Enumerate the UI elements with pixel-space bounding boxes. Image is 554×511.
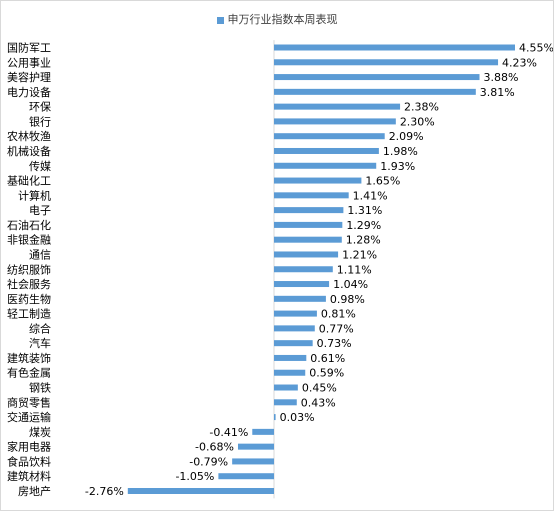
category-label: 电力设备	[7, 85, 51, 99]
bar	[274, 414, 276, 421]
bar	[274, 44, 515, 51]
bar	[274, 133, 385, 140]
bar	[274, 88, 476, 95]
category-label: 医药生物	[7, 292, 51, 306]
bar	[218, 473, 274, 480]
category-label: 环保	[29, 100, 51, 114]
category-label: 建筑材料	[7, 469, 51, 483]
bar	[127, 488, 274, 494]
bar	[274, 384, 298, 391]
bar	[274, 340, 313, 347]
bar	[274, 177, 362, 184]
data-label: 0.81%	[321, 308, 356, 321]
data-label: 1.65%	[365, 175, 400, 188]
bar	[274, 281, 330, 288]
data-label: 1.98%	[383, 145, 418, 158]
bar	[274, 295, 326, 302]
data-label: 3.88%	[484, 71, 519, 84]
category-label: 综合	[29, 321, 51, 335]
bar	[274, 103, 401, 110]
data-label: -2.76%	[85, 485, 124, 498]
data-label: 1.11%	[337, 263, 372, 276]
bar	[237, 443, 274, 450]
category-label: 基础化工	[7, 174, 51, 188]
data-label: 0.98%	[330, 293, 365, 306]
category-label: 电子	[29, 204, 51, 217]
bar	[274, 251, 339, 258]
category-label: 食品饮料	[7, 454, 51, 468]
data-label: 0.45%	[302, 382, 337, 395]
data-label: 1.29%	[346, 219, 381, 232]
data-label: 0.59%	[309, 367, 344, 380]
data-label: -0.79%	[189, 455, 228, 468]
bar	[274, 399, 297, 406]
data-label: -1.05%	[175, 470, 214, 483]
category-label: 轻工制造	[7, 307, 51, 321]
category-label: 美容护理	[7, 70, 51, 84]
data-label: 0.73%	[317, 337, 352, 350]
category-label: 有色金属	[7, 366, 51, 380]
bar	[252, 428, 274, 435]
bar	[274, 59, 499, 66]
data-label: 2.30%	[400, 115, 435, 128]
category-label: 建筑装饰	[7, 351, 51, 365]
bar	[274, 221, 343, 228]
category-label: 煤炭	[29, 426, 51, 439]
data-label: 2.09%	[389, 130, 424, 143]
category-label: 钢铁	[29, 382, 51, 395]
category-label: 交通运输	[7, 410, 51, 424]
data-label: 1.93%	[380, 160, 415, 173]
data-label: 4.55%	[519, 42, 553, 55]
legend-swatch	[216, 16, 224, 24]
bar	[274, 369, 306, 376]
category-label: 社会服务	[7, 277, 51, 291]
bar	[274, 118, 396, 125]
data-label: 4.23%	[502, 56, 537, 69]
chart-legend: 申万行业指数本周表现	[1, 11, 553, 27]
bar	[274, 325, 315, 332]
category-label: 银行	[29, 114, 51, 128]
bar	[274, 162, 377, 169]
data-label: 1.28%	[346, 234, 381, 247]
bar	[274, 147, 379, 154]
category-label: 计算机	[18, 188, 51, 202]
category-label: 国防军工	[7, 41, 51, 55]
category-label: 传媒	[29, 160, 51, 173]
category-label: 农林牧渔	[7, 129, 51, 143]
data-label: 2.38%	[404, 101, 439, 114]
data-label: 1.31%	[347, 204, 382, 217]
category-label: 汽车	[29, 336, 51, 350]
data-label: 3.81%	[480, 86, 515, 99]
bar	[274, 354, 307, 361]
category-label: 石油石化	[7, 218, 51, 232]
data-label: 0.43%	[301, 396, 336, 409]
data-label: 1.21%	[342, 248, 377, 261]
bar	[232, 458, 274, 465]
category-label: 家用电器	[7, 440, 51, 454]
bar	[274, 236, 342, 243]
category-label: 非银金融	[7, 233, 51, 247]
data-label: -0.41%	[209, 426, 248, 439]
data-label: -0.68%	[195, 441, 234, 454]
bar	[274, 310, 317, 317]
category-label: 商贸零售	[7, 395, 51, 409]
data-label: 0.61%	[310, 352, 345, 365]
data-label: 1.41%	[353, 189, 388, 202]
legend-label: 申万行业指数本周表现	[227, 13, 338, 26]
category-label: 房地产	[18, 484, 51, 498]
bar	[274, 207, 344, 214]
data-label: 1.04%	[333, 278, 368, 291]
bar	[274, 74, 480, 81]
data-label: 0.03%	[280, 411, 315, 424]
data-label: 0.77%	[319, 322, 354, 335]
category-label: 通信	[29, 248, 51, 261]
category-label: 公用事业	[7, 56, 51, 69]
bar	[274, 266, 333, 273]
category-label: 机械设备	[7, 144, 51, 158]
bar	[274, 192, 349, 199]
category-label: 纺织服饰	[7, 262, 51, 276]
